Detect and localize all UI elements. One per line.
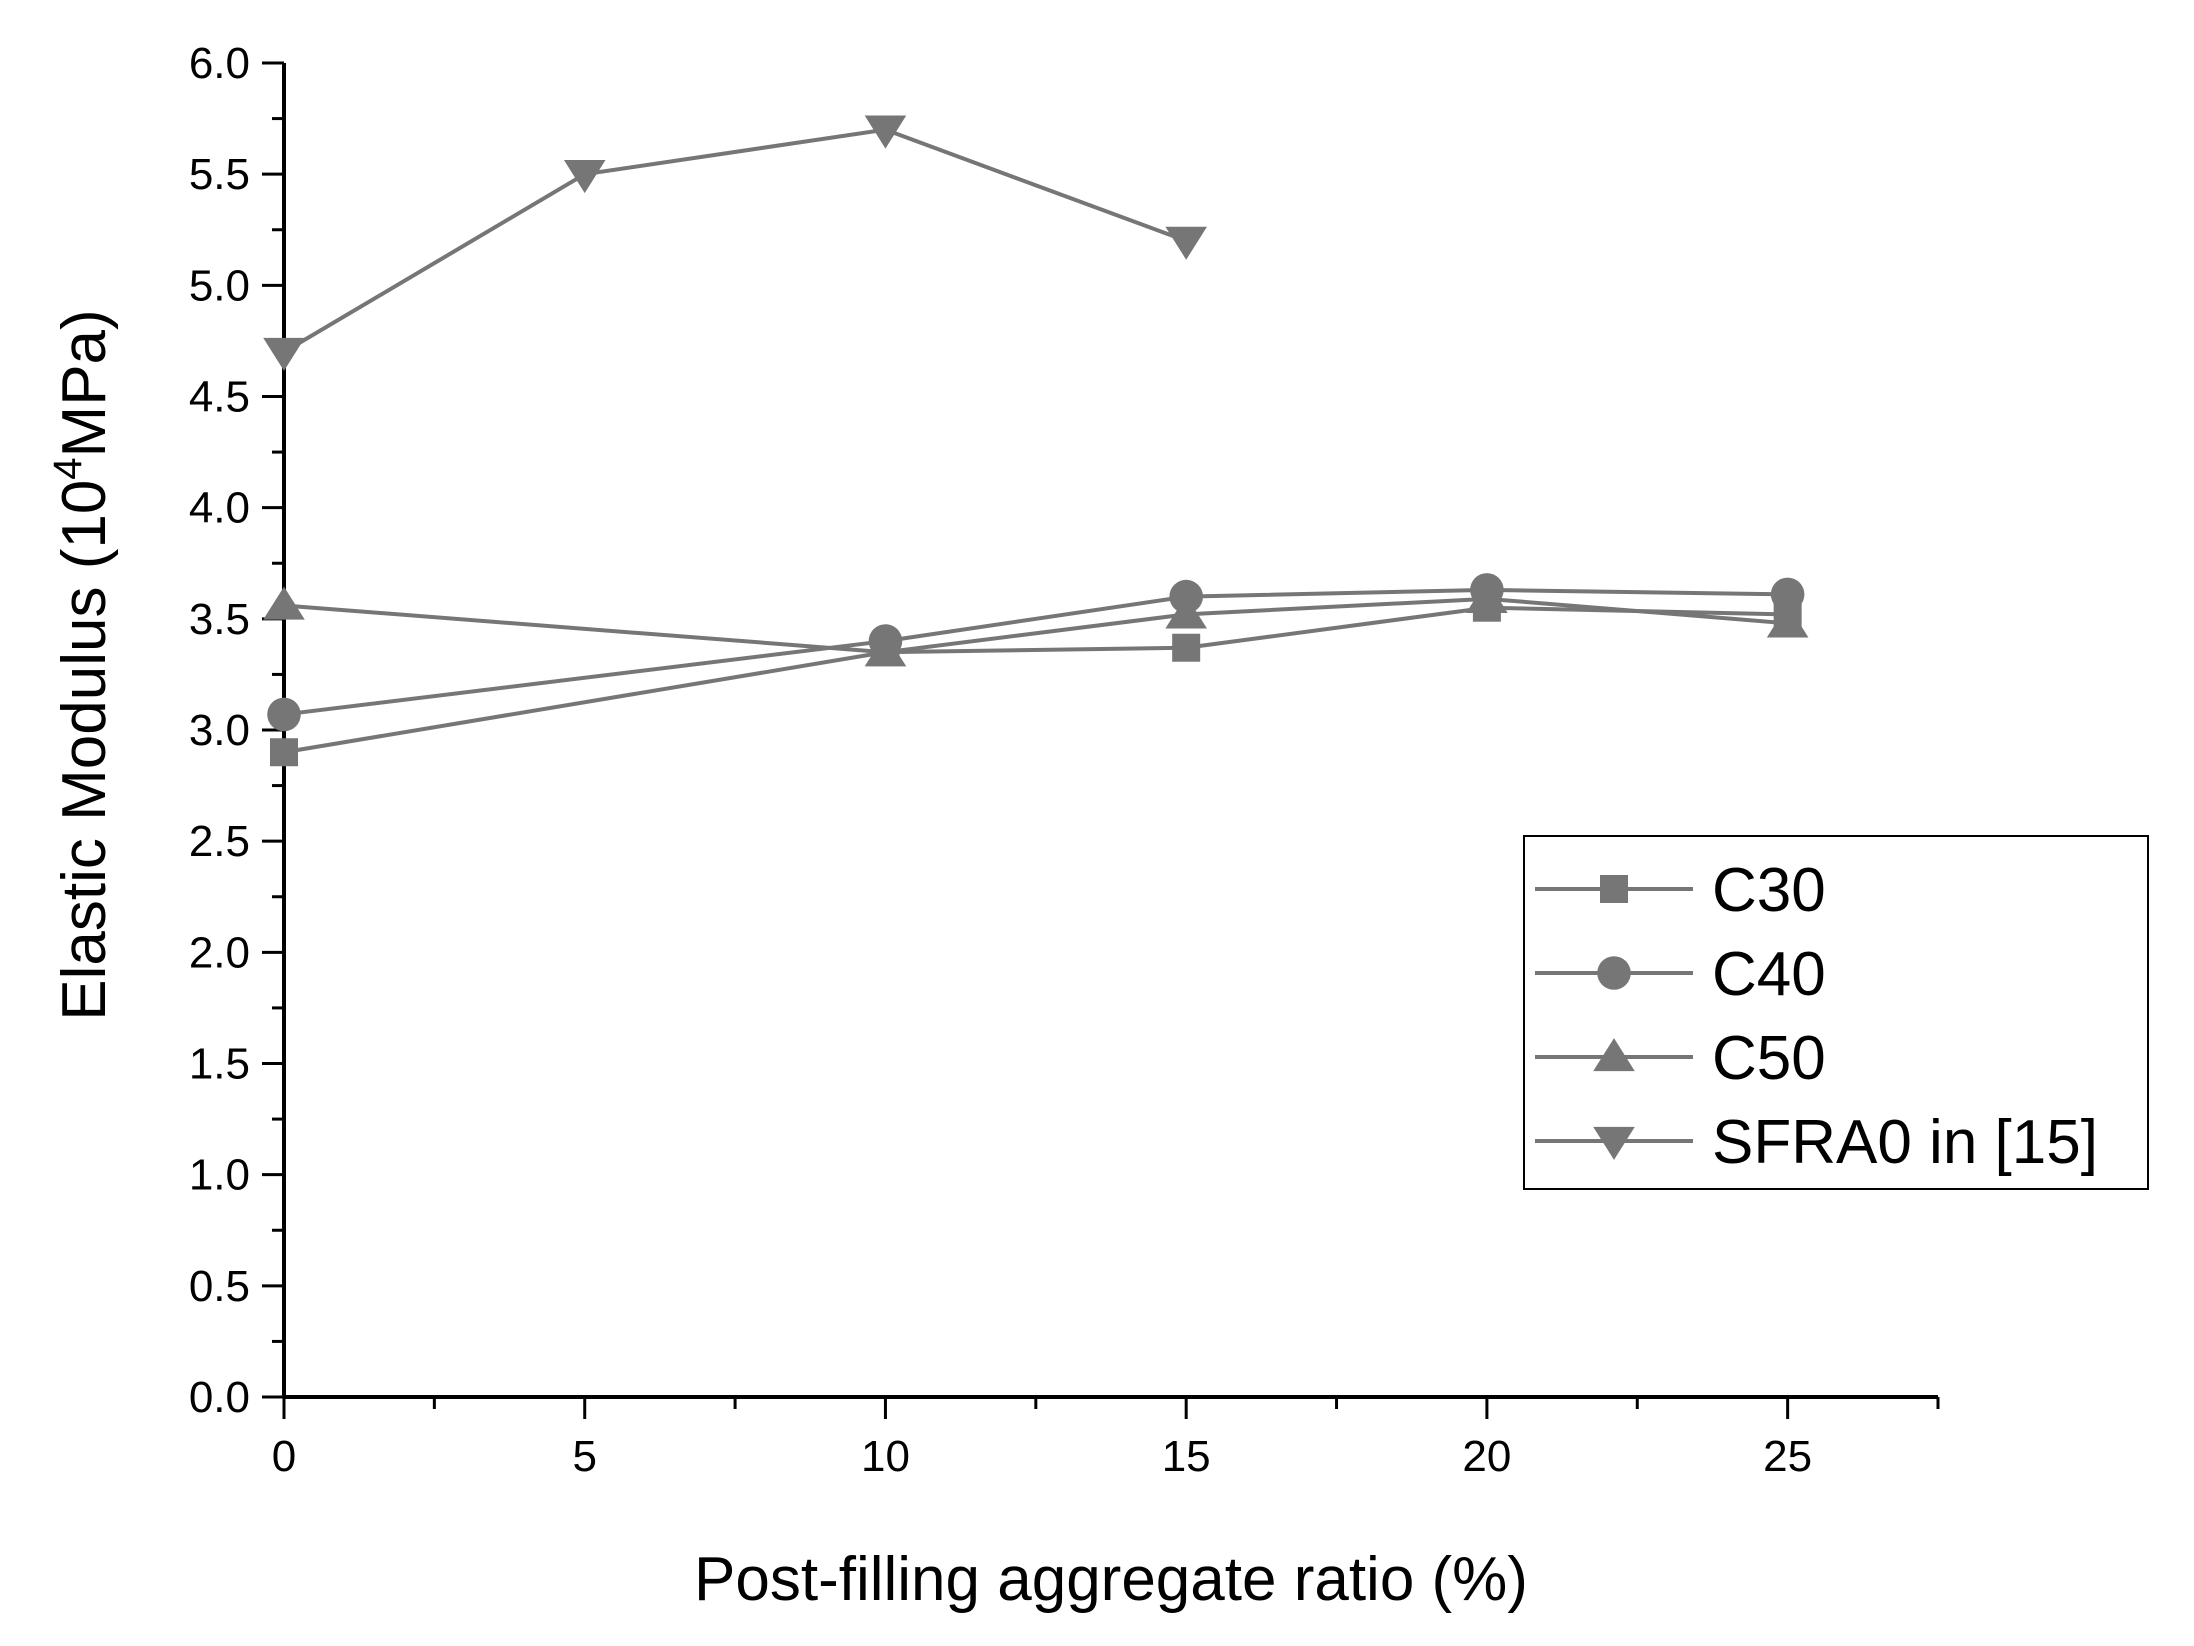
legend-item-c40: C40 [1535, 940, 1826, 1009]
data-point-c30 [1172, 633, 1201, 662]
legend-entries: C30 C40 C50 SFRA0 in [15] [1535, 856, 2098, 1177]
legend-label: SFRA0 in [15] [1712, 1108, 2098, 1177]
data-point-c40 [267, 697, 301, 732]
legend-item-c50: C50 [1535, 1024, 1826, 1093]
series-markers [263, 115, 1809, 767]
legend-label: C40 [1712, 940, 1826, 1009]
y-axis-title: Elastic Modulus (104MPa) [46, 309, 119, 1020]
y-tick-label: 0.5 [189, 1262, 250, 1311]
x-tick-label: 0 [272, 1432, 296, 1481]
legend-marker [1593, 1126, 1635, 1160]
data-point-c50 [263, 586, 305, 620]
legend-marker [1593, 1038, 1635, 1072]
x-axis-title: Post-filling aggregate ratio (%) [694, 1545, 1528, 1614]
x-tick-label: 15 [1162, 1432, 1211, 1481]
data-point-c50 [1766, 604, 1809, 638]
y-tick-label: 2.5 [189, 817, 250, 866]
series-line-sfra0-in-15 [282, 127, 1187, 354]
legend-label: C50 [1712, 1024, 1826, 1093]
y-tick-label: 2.0 [189, 928, 250, 977]
legend-item-c30: C30 [1535, 856, 1826, 925]
data-point-c40 [1770, 577, 1805, 612]
data-point-c50 [1165, 595, 1207, 629]
legend-marker [1600, 875, 1628, 903]
data-point-sfra0-in-15 [263, 337, 305, 371]
data-point-sfra0-in-15 [1165, 226, 1207, 260]
y-tick-label: 4.5 [189, 373, 250, 422]
data-point-c30 [270, 738, 298, 767]
legend: C30 C40 C50 SFRA0 in [15] [1523, 835, 2149, 1190]
y-tick-label: 5.0 [189, 261, 250, 310]
data-point-c50 [1466, 579, 1508, 613]
y-tick-label: 4.0 [189, 484, 250, 533]
ticks [262, 61, 1940, 1419]
data-point-c50 [864, 633, 907, 667]
x-tick-label: 20 [1462, 1432, 1511, 1481]
y-tick-label: 3.5 [189, 595, 250, 644]
y-axis-title-main: Elastic Modulus (10 [50, 480, 119, 1021]
legend-item-sfra0-in-15: SFRA0 in [15] [1535, 1108, 2098, 1177]
y-tick-label: 5.5 [189, 150, 250, 199]
x-tick-label: 5 [572, 1432, 596, 1481]
tick-labels: 0.0 0.5 1.0 1.5 2.0 2.5 3.0 3.5 4.0 4.5 5.0 5.5 6.0 0… [189, 39, 1812, 1481]
data-point-sfra0-in-15 [864, 115, 907, 149]
legend-marker [1597, 956, 1631, 990]
y-tick-label: 1.5 [189, 1040, 250, 1089]
x-tick-label: 25 [1763, 1432, 1812, 1481]
data-point-sfra0-in-15 [563, 159, 606, 194]
legend-label: C30 [1712, 856, 1826, 925]
y-axis-title-exponent: 4 [46, 457, 90, 479]
y-tick-label: 6.0 [189, 39, 250, 88]
y-axis-title-unit: MPa) [50, 309, 119, 457]
y-tick-label: 1.0 [189, 1151, 250, 1200]
x-tick-label: 10 [861, 1432, 910, 1481]
y-tick-label: 0.0 [189, 1373, 250, 1422]
y-tick-label: 3.0 [189, 706, 250, 755]
